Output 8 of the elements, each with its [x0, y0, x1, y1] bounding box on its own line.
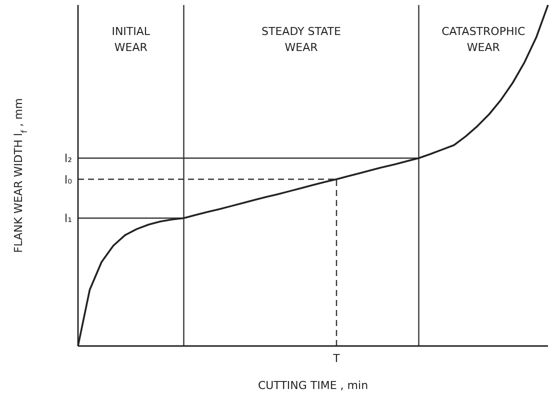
annotation: STEADY STATE WEAR [262, 25, 342, 54]
ref-line-label: l₂ [64, 152, 72, 166]
x-axis-title: CUTTING TIME , min [258, 379, 368, 392]
annotation: T [332, 352, 340, 365]
ref-line-label: l₁ [64, 212, 72, 226]
annotation: CATASTROPHIC WEAR [442, 25, 526, 54]
ref-line-label: l₀ [64, 173, 73, 186]
annotation: INITIAL WEAR [112, 25, 151, 54]
